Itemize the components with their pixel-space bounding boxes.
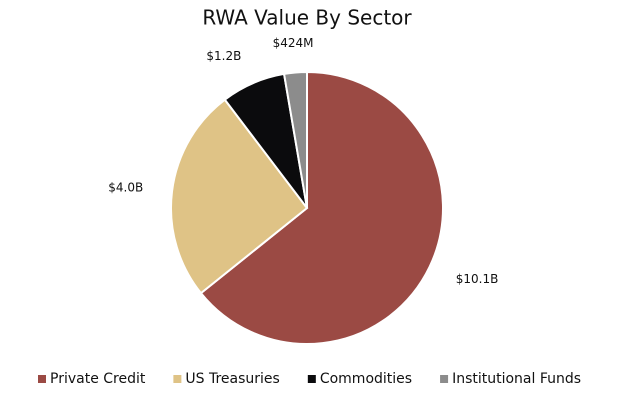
- chart-title: RWA Value By Sector: [202, 6, 412, 30]
- legend-label: Institutional Funds: [452, 371, 581, 387]
- legend-label: US Treasuries: [185, 371, 279, 387]
- legend-label: Private Credit: [50, 371, 146, 387]
- slice-label: $10.1B: [456, 272, 499, 286]
- legend-marker: [38, 375, 46, 383]
- legend-marker: [173, 375, 182, 383]
- legend-marker: [307, 375, 316, 383]
- legend-label: Commodities: [320, 371, 412, 387]
- pie-slice: [170, 98, 309, 295]
- slice-label: $424M: [273, 36, 314, 50]
- pie-slice: [282, 70, 308, 209]
- slice-label: $1.2B: [206, 49, 241, 63]
- pie-slice: [199, 70, 444, 345]
- slice-label: $4.0B: [108, 180, 143, 194]
- legend-marker: [440, 375, 449, 383]
